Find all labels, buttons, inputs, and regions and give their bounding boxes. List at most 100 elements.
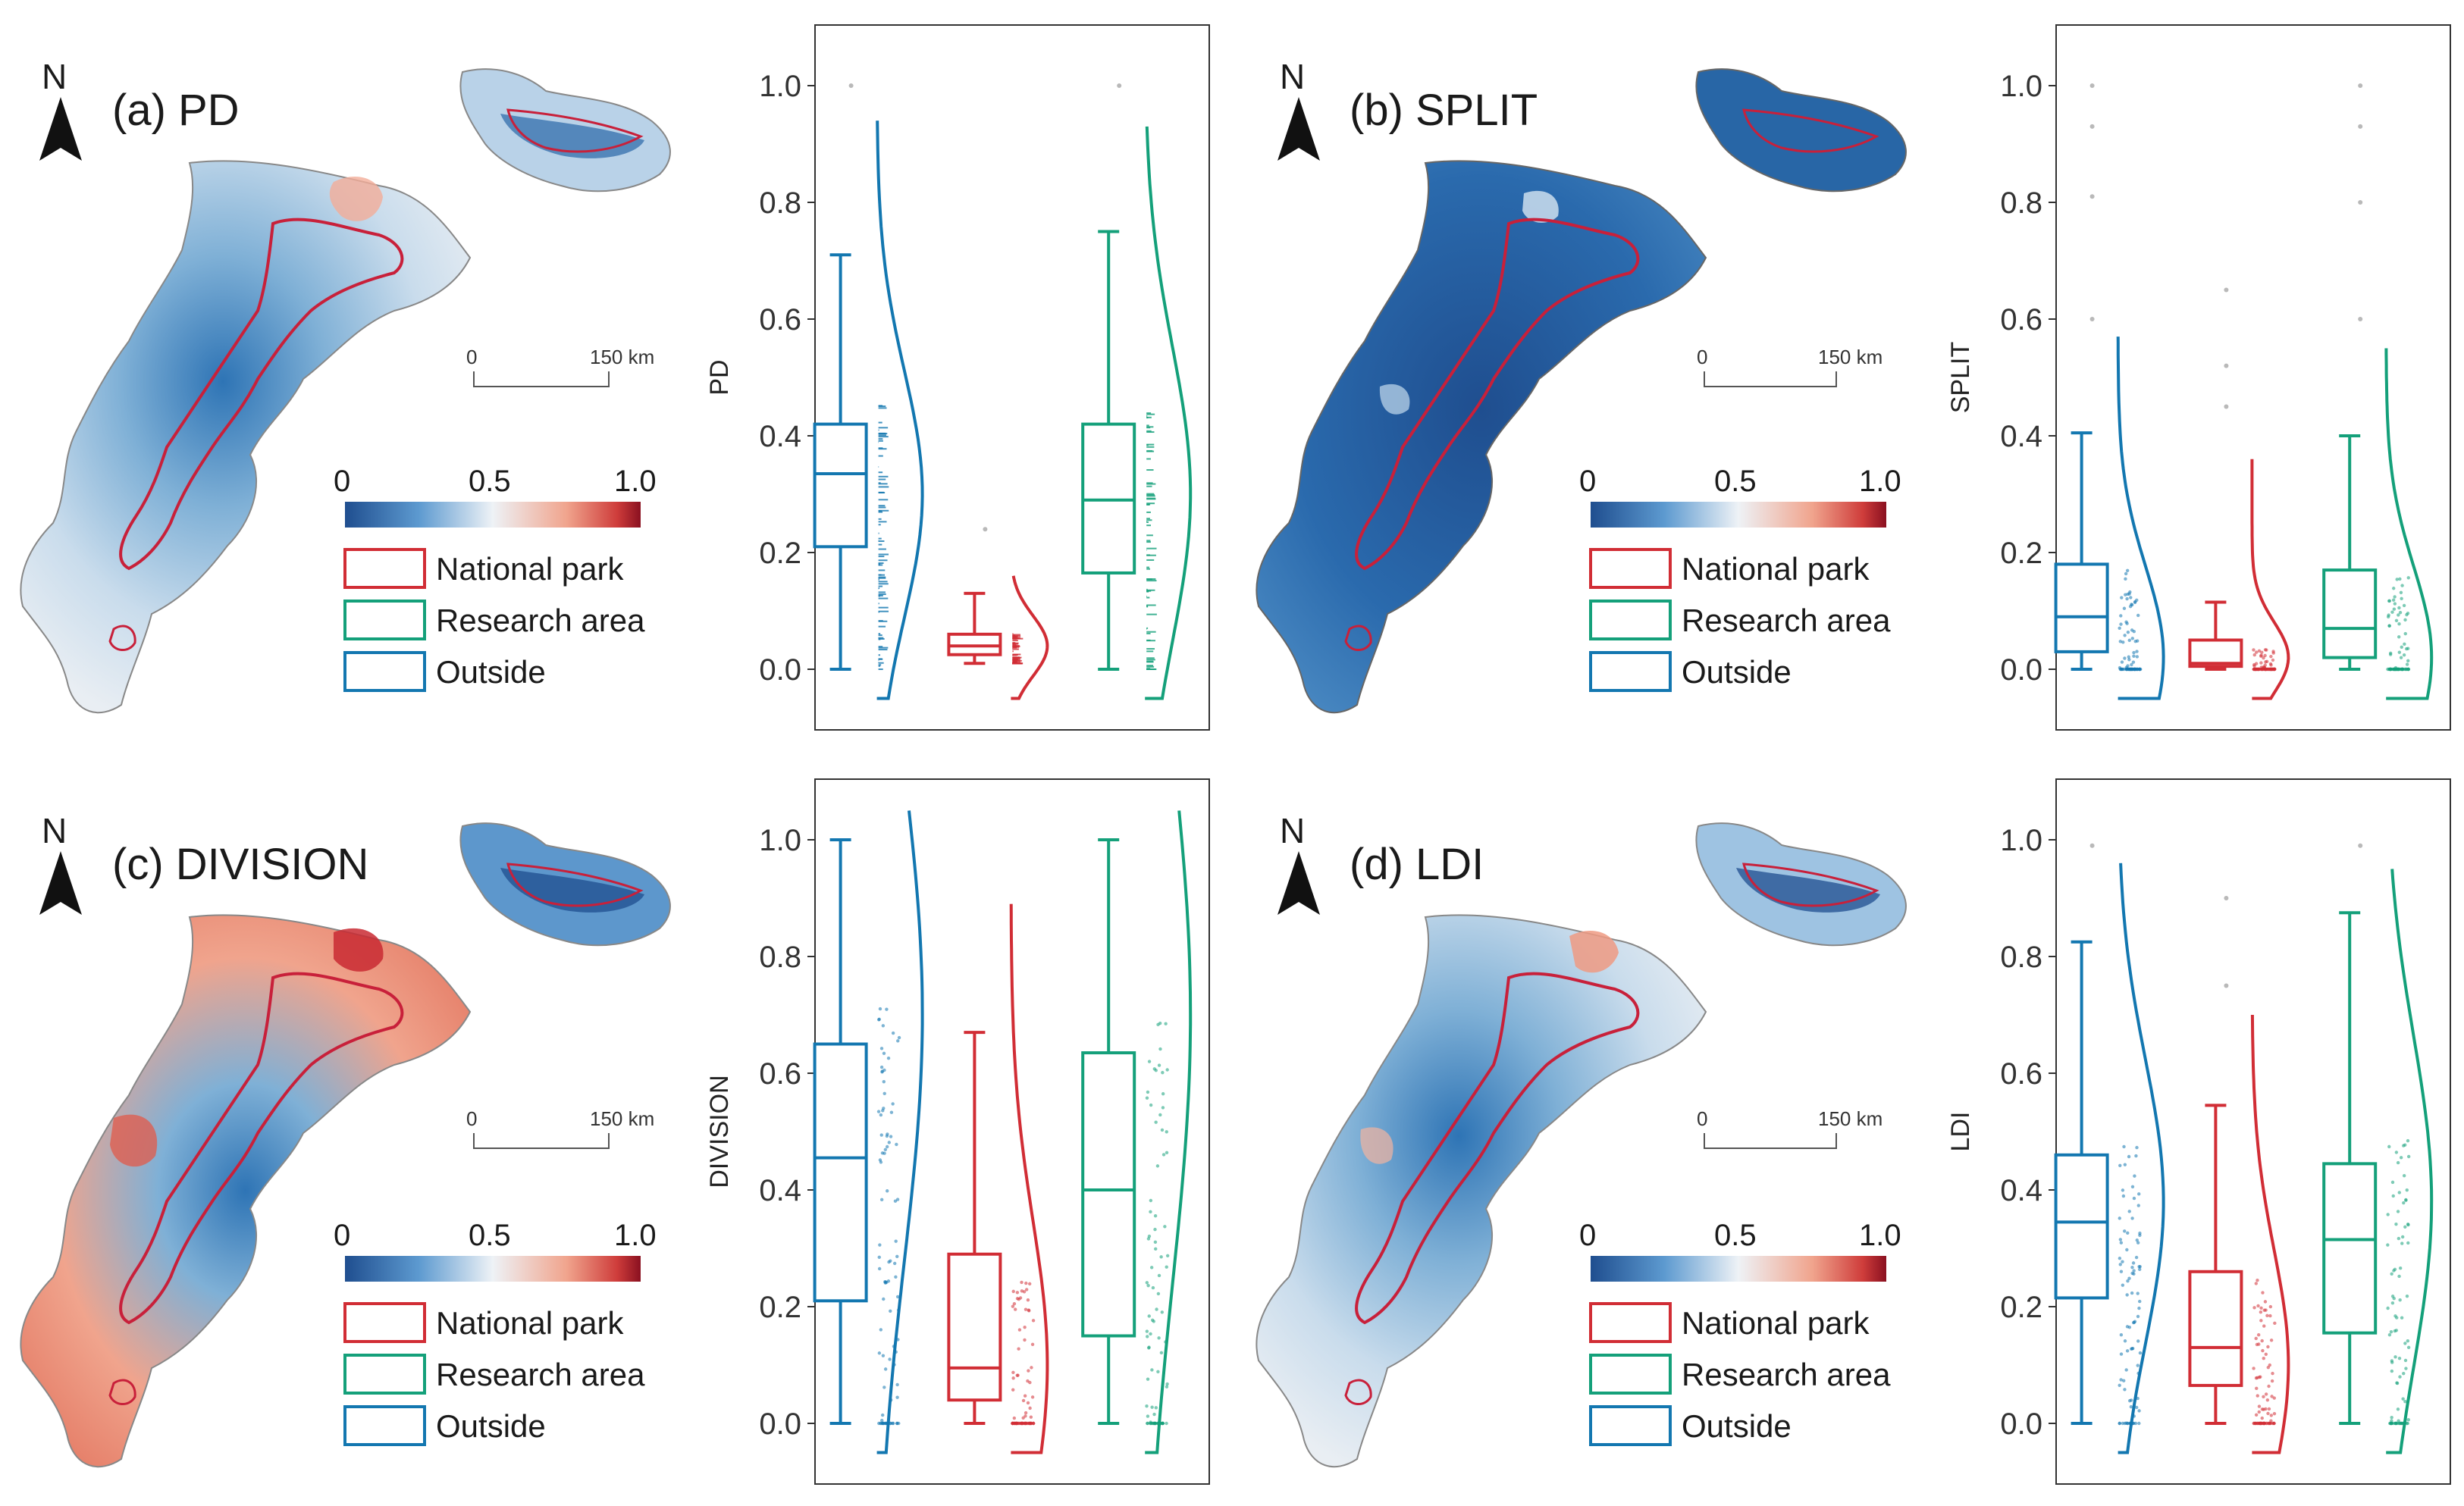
data-point (2266, 1345, 2270, 1349)
data-point (1024, 1307, 1028, 1311)
series-outside (813, 83, 924, 700)
data-point (2398, 1375, 2402, 1379)
data-point (2390, 1272, 2393, 1276)
data-point (2121, 640, 2125, 644)
data-point (886, 1279, 891, 1283)
data-point (2399, 590, 2403, 595)
y-tick-label: 0.4 (2000, 1174, 2042, 1207)
data-point (2119, 1270, 2124, 1273)
data-point (2403, 1342, 2407, 1345)
data-point (1029, 1421, 1033, 1426)
data-point (1152, 1067, 1156, 1071)
data-point (2392, 587, 2396, 590)
data-point (2403, 642, 2406, 647)
data-point (2132, 1414, 2136, 1418)
y-tick-label: 0.0 (2000, 653, 2042, 687)
data-point (1154, 1406, 1158, 1410)
national-park-boundary (119, 972, 404, 1325)
y-tick-label: 0.8 (2000, 941, 2042, 974)
data-point (1150, 1405, 1154, 1409)
data-point (1146, 1237, 1151, 1241)
scale-bar: 0 150 km (466, 1107, 654, 1149)
data-point (2397, 621, 2401, 626)
data-point (1012, 1301, 1017, 1306)
data-point (2129, 1398, 2133, 1402)
data-point (2133, 1174, 2136, 1178)
data-point (2255, 1342, 2259, 1347)
boxplot-chart-split: 0.0 0.2 0.4 0.6 0.8 1.0 SPLIT (1946, 24, 2451, 731)
data-point (2265, 1398, 2270, 1402)
data-point (2390, 1301, 2395, 1305)
box-iqr (2322, 568, 2378, 659)
outlier-point (2224, 896, 2229, 900)
scale-line (473, 1133, 610, 1149)
data-point (1018, 1296, 1023, 1300)
data-point (1158, 1113, 1162, 1117)
inset-map (459, 822, 671, 947)
data-point (1147, 1345, 1151, 1349)
data-point (2404, 1367, 2408, 1370)
density-curve (1145, 126, 1193, 700)
series-research-area (1081, 810, 1193, 1454)
data-point (895, 1295, 900, 1299)
data-point (886, 1189, 889, 1193)
legend-swatch-national-park (343, 1302, 426, 1343)
data-point (2136, 1364, 2140, 1367)
boxplot-chart-ldi: 0.0 0.2 0.4 0.6 0.8 1.0 LDI (1946, 778, 2451, 1485)
data-point (2405, 1294, 2409, 1298)
density-curve (2250, 1014, 2290, 1454)
box-iqr (1081, 1051, 1136, 1338)
data-point (2134, 1255, 2139, 1260)
data-point (879, 1160, 883, 1164)
data-point (2136, 1339, 2140, 1343)
data-point (882, 1079, 886, 1084)
data-point (892, 1363, 896, 1367)
data-point (2390, 1359, 2394, 1363)
data-point (1017, 1421, 1022, 1426)
data-point (2268, 1421, 2272, 1426)
y-tick-label: 0.8 (2000, 186, 2042, 220)
data-point (2118, 1421, 2121, 1426)
cbar-tick-0: 0 (334, 1219, 350, 1252)
scale-bar: 0 150 km (1697, 1107, 1882, 1149)
data-point (2261, 1291, 2265, 1295)
data-point (882, 1151, 886, 1155)
data-point (2405, 667, 2409, 672)
data-point (2130, 1347, 2134, 1351)
data-point (2268, 1363, 2271, 1367)
y-axis-label: SPLIT (1946, 342, 1975, 413)
y-tick-label: 0.6 (2000, 303, 2042, 337)
data-point (2123, 1339, 2127, 1343)
data-point (2261, 667, 2265, 672)
data-point (2406, 576, 2410, 580)
data-point (889, 1421, 892, 1426)
data-point (2266, 1411, 2270, 1416)
legend-swatch-national-park (1589, 548, 1672, 589)
data-point (889, 1110, 894, 1114)
data-point (2272, 1421, 2276, 1426)
data-point (2118, 640, 2123, 643)
box-iqr (2054, 562, 2109, 653)
data-point (2271, 651, 2275, 655)
data-point (1165, 1130, 1168, 1134)
data-point (2128, 604, 2133, 609)
data-point (1027, 1309, 1031, 1313)
data-point (1028, 1406, 1032, 1411)
outlier-point (2224, 287, 2229, 293)
data-point (2267, 667, 2271, 672)
data-point (877, 1018, 881, 1022)
data-point (2126, 630, 2130, 634)
data-point (2398, 577, 2402, 581)
data-point (1147, 1234, 1152, 1238)
data-point (2387, 1332, 2392, 1337)
outlier-point (2358, 843, 2363, 848)
density-curve (1145, 810, 1193, 1454)
data-point (891, 1421, 895, 1426)
data-point (1164, 1022, 1168, 1025)
data-point (1026, 1379, 1030, 1383)
data-point (2262, 1421, 2265, 1426)
data-point (2136, 667, 2140, 672)
data-point (1145, 1096, 1149, 1100)
data-point (2400, 645, 2403, 649)
data-point (1164, 1340, 1168, 1344)
